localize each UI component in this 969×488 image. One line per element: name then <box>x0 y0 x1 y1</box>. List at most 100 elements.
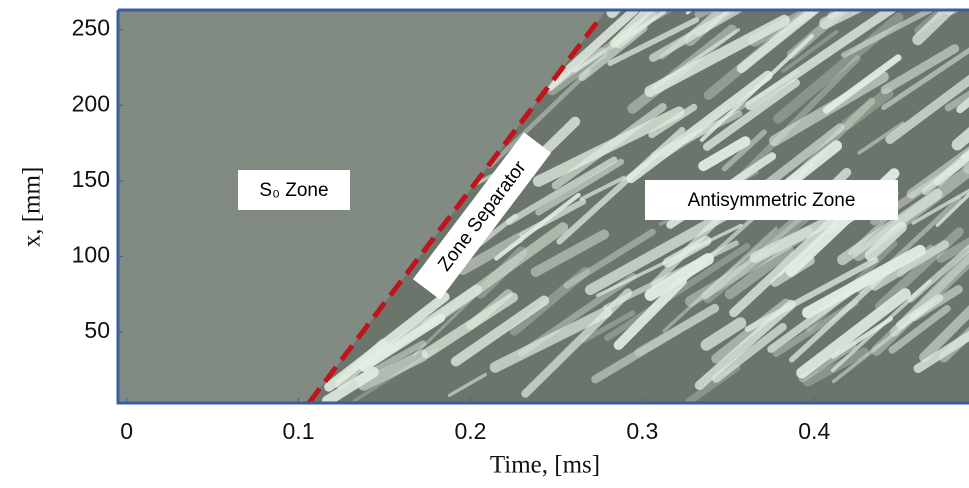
texture-stripe <box>729 203 851 318</box>
texture-stripe <box>936 170 969 263</box>
texture-stripe <box>852 149 969 262</box>
antisymmetric-texture <box>308 10 969 403</box>
texture-stripe <box>545 47 608 96</box>
texture-stripe <box>644 253 714 301</box>
x-tick-label: 0.4 <box>798 418 830 444</box>
texture-stripe <box>841 87 894 131</box>
texture-stripe <box>913 287 969 374</box>
texture-stripe <box>857 196 962 294</box>
x-tick-label: 0.3 <box>626 418 658 444</box>
y-tick-label: 150 <box>72 166 110 192</box>
texture-stripe <box>896 244 935 278</box>
texture-stripe <box>421 292 518 359</box>
texture-stripe <box>614 10 733 49</box>
annotation: S₀ Zone <box>259 180 328 201</box>
texture-stripe <box>796 288 911 379</box>
texture-stripe <box>888 304 951 354</box>
texture-stripe <box>487 69 591 169</box>
y-tick-label: 100 <box>72 241 110 267</box>
annotation-box <box>645 180 898 220</box>
texture-stripe <box>607 17 700 66</box>
texture-stripe <box>786 10 874 59</box>
texture-stripe <box>662 226 778 333</box>
texture-stripe <box>921 77 969 196</box>
texture-stripe <box>506 156 618 226</box>
texture-stripe <box>489 306 613 373</box>
texture-stripe <box>870 240 950 291</box>
texture-stripe <box>700 317 747 351</box>
texture-stripe <box>609 10 690 48</box>
texture-stripe <box>831 316 894 359</box>
texture-stripe <box>648 10 746 62</box>
x-axis-title: Time, [ms] <box>490 452 600 479</box>
texture-stripe <box>745 10 903 111</box>
texture-stripe <box>650 205 732 288</box>
annotation-box <box>238 170 350 210</box>
texture-stripe <box>613 276 687 350</box>
texture-stripe <box>827 10 868 20</box>
x-tick-label: 0.1 <box>283 418 315 444</box>
texture-stripe <box>634 304 720 357</box>
texture-stripe <box>880 44 960 95</box>
texture-stripe <box>509 266 590 336</box>
y-tick-label: 50 <box>84 317 110 343</box>
texture-stripe <box>881 14 969 111</box>
texture-stripe <box>581 310 636 343</box>
texture-stripe <box>912 10 969 46</box>
texture-stripe <box>721 129 767 172</box>
y-tick-label: 250 <box>72 15 110 41</box>
texture-stripe <box>911 170 969 225</box>
texture-stripe <box>354 340 427 383</box>
texture-stripe <box>357 349 429 391</box>
texture-stripe <box>457 232 524 275</box>
texture-stripe <box>857 121 905 155</box>
texture-stripe <box>732 55 861 186</box>
texture-stripe <box>694 299 796 390</box>
texture-stripe <box>532 106 685 187</box>
texture-stripe <box>321 366 379 403</box>
texture-stripe <box>604 243 751 342</box>
texture-stripe <box>519 198 587 238</box>
texture-stripe <box>801 244 926 319</box>
texture-stripe <box>698 136 751 172</box>
texture-stripe <box>831 306 928 384</box>
texture-stripe <box>474 246 528 299</box>
y-axis-title: x, [mm] <box>19 167 46 248</box>
texture-stripe <box>864 221 907 262</box>
texture-stripe <box>335 338 389 390</box>
texture-stripe <box>724 245 794 300</box>
texture-stripe <box>885 47 969 145</box>
texture-stripe <box>535 158 625 216</box>
texture-stripe <box>875 227 964 311</box>
texture-stripe <box>919 225 969 363</box>
texture-stripe <box>595 223 743 298</box>
texture-stripe <box>659 10 736 60</box>
plot-frame <box>116 8 969 405</box>
texture-stripe <box>701 208 810 300</box>
label-box <box>412 132 552 300</box>
texture-stripe <box>703 10 838 101</box>
texture-stripe <box>545 10 644 92</box>
texture-stripe <box>837 188 943 266</box>
texture-stripe <box>685 364 741 403</box>
texture-stripe <box>736 10 864 74</box>
texture-stripe <box>822 54 902 114</box>
texture-stripe <box>447 372 487 398</box>
texture-stripe <box>781 29 839 73</box>
texture-stripe <box>563 228 656 289</box>
texture-stripe <box>788 265 895 363</box>
x-tick-label: 0 <box>120 418 133 444</box>
texture-stripe <box>770 255 815 287</box>
texture-stripe <box>413 295 476 357</box>
texture-stripe <box>579 175 627 201</box>
y-tick-label: 200 <box>72 90 110 116</box>
texture-stripe <box>702 78 800 151</box>
texture-stripe <box>644 14 790 97</box>
texture-stripe <box>421 222 569 332</box>
texture-stripe <box>626 70 773 184</box>
texture-stripe <box>935 106 969 228</box>
texture-stripe <box>711 322 787 383</box>
texture-stripe <box>704 10 741 33</box>
